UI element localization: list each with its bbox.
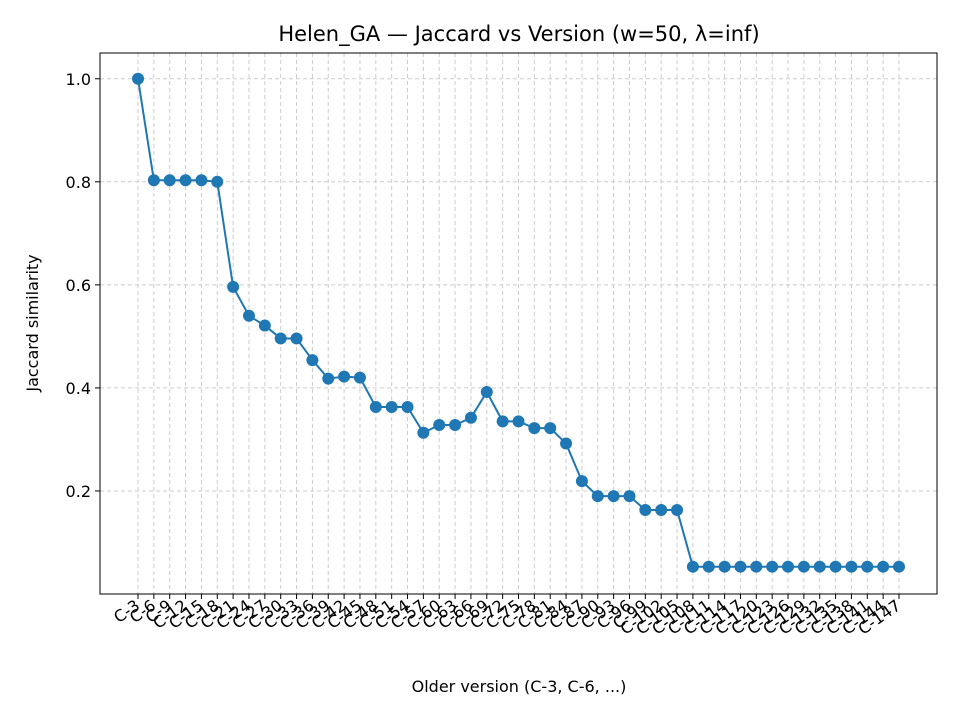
data-point [274, 332, 287, 345]
chart-title: Helen_GA — Jaccard vs Version (w=50, λ=i… [278, 22, 759, 47]
data-point [686, 560, 699, 573]
data-point [195, 174, 208, 187]
data-point [528, 422, 541, 435]
data-point [734, 560, 747, 573]
y-tick-label: 0.8 [66, 173, 91, 192]
data-point [544, 422, 557, 435]
series-layer [132, 72, 905, 573]
data-point [797, 560, 810, 573]
y-tick-label: 0.2 [66, 482, 91, 501]
data-point [338, 370, 351, 383]
grid [100, 53, 937, 594]
data-point [369, 400, 382, 413]
data-point [433, 419, 446, 432]
y-tick-label: 0.4 [66, 379, 91, 398]
data-point [575, 475, 588, 488]
data-point [877, 560, 890, 573]
data-point [290, 332, 303, 345]
data-point [417, 426, 430, 439]
data-point [147, 174, 160, 187]
data-point [813, 560, 826, 573]
data-point [623, 490, 636, 503]
data-point [179, 174, 192, 187]
data-point [845, 560, 858, 573]
data-point [750, 560, 763, 573]
data-point [258, 319, 271, 332]
data-point [893, 560, 905, 573]
data-point [211, 175, 224, 188]
data-point [449, 419, 462, 432]
y-axis-title: Jaccard similarity [23, 254, 42, 392]
data-point [163, 174, 176, 187]
data-point [242, 309, 255, 322]
data-point [829, 560, 842, 573]
data-point [766, 560, 779, 573]
data-point [655, 504, 668, 517]
data-point [401, 400, 414, 413]
data-point [512, 415, 525, 428]
data-point [322, 372, 335, 385]
data-point [607, 490, 620, 503]
data-point [671, 504, 684, 517]
data-point [132, 72, 144, 85]
y-tick-label: 0.6 [66, 276, 91, 295]
data-point [861, 560, 874, 573]
data-point [480, 386, 493, 399]
data-point [306, 354, 319, 367]
x-axis-title: Older version (C-3, C-6, ...) [412, 677, 627, 696]
data-point [227, 280, 240, 293]
data-point [639, 504, 652, 517]
data-point [782, 560, 795, 573]
data-point [718, 560, 731, 573]
data-point [464, 411, 477, 424]
data-point [702, 560, 715, 573]
data-point [496, 415, 509, 428]
y-tick-label: 1.0 [66, 70, 91, 89]
axes: C-3C-6C-9C-12C-15C-18C-21C-24C-27C-30C-3… [66, 70, 905, 639]
data-point [560, 437, 573, 450]
data-point [591, 490, 604, 503]
data-point [353, 371, 366, 384]
data-point [385, 400, 398, 413]
